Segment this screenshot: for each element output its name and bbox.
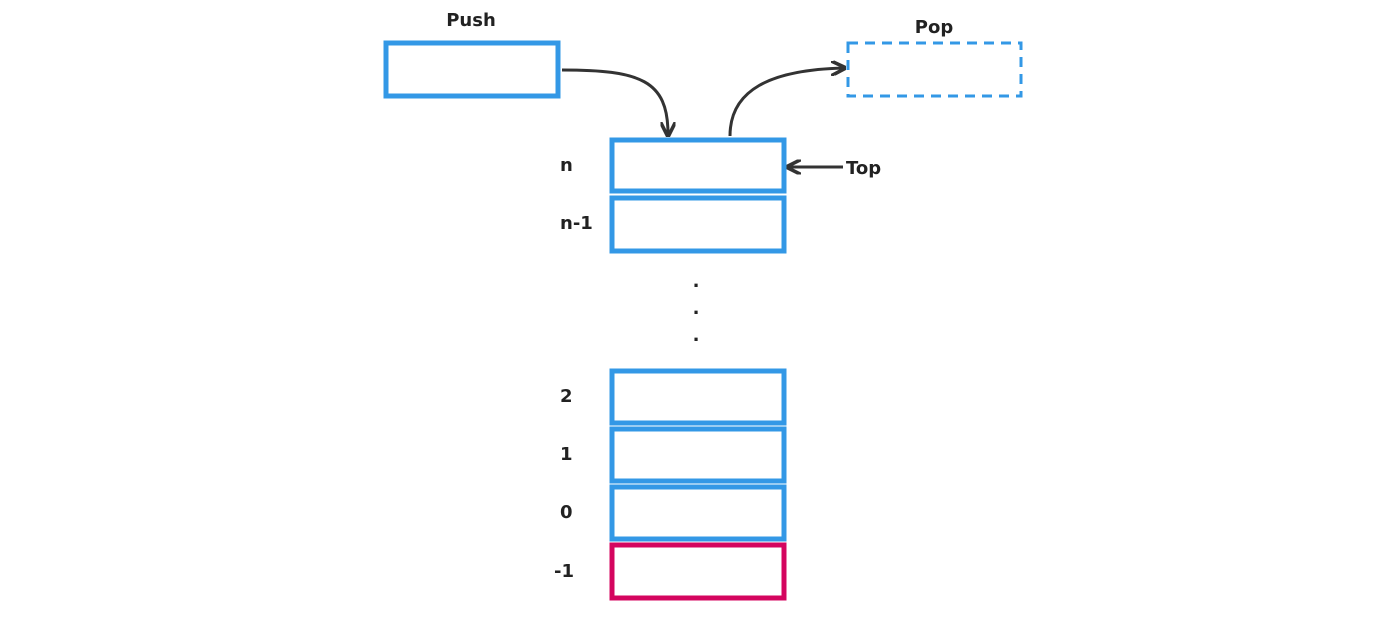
sentinel-slot-box xyxy=(609,542,787,601)
stack-index-label: 0 xyxy=(560,502,573,523)
stack-index-label: 1 xyxy=(560,444,573,465)
stack-slot-2: 2 xyxy=(560,368,787,426)
ellipsis-dot: . xyxy=(693,298,700,319)
pop-element-box xyxy=(846,41,1023,98)
pop-label: Pop xyxy=(915,17,954,38)
stack-slot-box xyxy=(609,426,787,484)
stack-index-label: n xyxy=(560,155,573,176)
stack-slot-box xyxy=(609,137,787,194)
stack-index-label: n-1 xyxy=(560,213,593,234)
stack-slot-n-minus-1: n-1 xyxy=(560,195,787,254)
push-arrow xyxy=(561,68,668,134)
stack-index-label: 2 xyxy=(560,386,573,407)
stack-index-label: -1 xyxy=(554,561,574,582)
push-element-box xyxy=(383,40,561,99)
ellipsis-dot: . xyxy=(693,325,700,346)
stack-slot-0: 0 xyxy=(560,484,787,542)
stack-slot-box xyxy=(609,195,787,254)
top-label: Top xyxy=(846,158,881,179)
stack-slot-box xyxy=(609,484,787,542)
stack-slot-sentinel: -1 xyxy=(554,542,787,601)
ellipsis-dot: . xyxy=(693,271,700,292)
stack-slot-n: n xyxy=(560,137,787,194)
stack-slot-1: 1 xyxy=(560,426,787,484)
stack-slot-box xyxy=(609,368,787,426)
pop-arrow xyxy=(728,68,843,137)
push-label: Push xyxy=(446,10,496,31)
